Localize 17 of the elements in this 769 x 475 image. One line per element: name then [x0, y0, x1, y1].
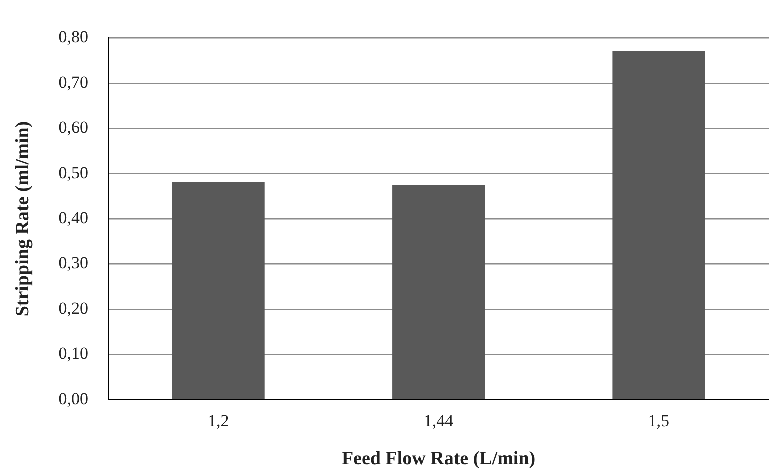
y-tick-label: 0,70 [58, 72, 89, 92]
x-tick-label: 1,2 [208, 411, 230, 430]
bar [172, 182, 265, 400]
y-tick-label: 0,20 [58, 298, 89, 318]
x-axis-title: Feed Flow Rate (L/min) [342, 448, 536, 470]
bar [612, 51, 706, 400]
y-tick-label: 0,10 [58, 344, 89, 364]
y-tick-label: 0,50 [58, 163, 89, 182]
y-tick-label: 0,40 [58, 208, 89, 228]
bar [392, 186, 486, 400]
y-tick-label: 0,30 [58, 254, 89, 273]
y-tick-label: 0,80 [58, 28, 89, 47]
x-tick-label: 1,5 [648, 411, 670, 430]
x-tick-label: 1,44 [424, 411, 454, 430]
y-axis-title: Stripping Rate (ml/min) [12, 121, 34, 317]
y-tick-label: 0,00 [58, 389, 89, 408]
y-tick-label: 0,60 [58, 118, 89, 138]
